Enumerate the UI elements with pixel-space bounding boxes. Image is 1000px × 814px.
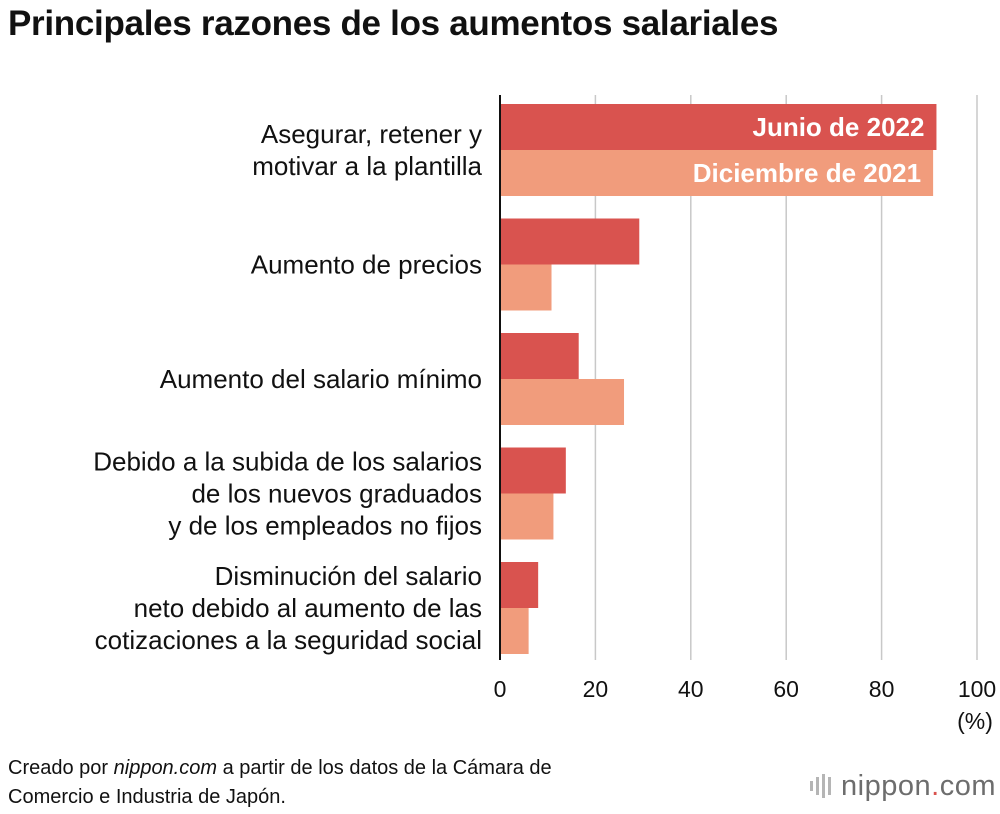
x-tick-label: 0 (494, 676, 507, 702)
bar (500, 218, 640, 265)
bar (500, 264, 552, 311)
logo-dot: . (931, 770, 940, 802)
bar (500, 447, 566, 494)
bar (500, 562, 539, 608)
category-label: motivar a la plantilla (252, 151, 482, 181)
x-tick-label: 100 (958, 676, 996, 702)
bar (500, 493, 554, 540)
logo-name: nippon (841, 770, 932, 802)
bar (500, 104, 937, 150)
x-tick-labels: 0 20 40 60 80 100 (%) (494, 676, 997, 734)
category-label: cotizaciones a la seguridad social (95, 625, 482, 655)
bar (500, 333, 579, 379)
x-tick-label: 80 (869, 676, 895, 702)
nippon-logo: nippon.com (809, 770, 996, 803)
category-label: Disminución del salario (215, 561, 482, 591)
category-label: Aumento de precios (251, 250, 482, 280)
x-tick-label: 40 (678, 676, 704, 702)
category-label: Aumento del salario mínimo (160, 364, 482, 394)
logo-tld: com (939, 770, 996, 802)
chart-title: Principales razones de los aumentos sala… (8, 4, 779, 43)
category-label: Asegurar, retener y (261, 119, 482, 149)
source-note: Creado por nippon.com a partir de los da… (8, 754, 552, 812)
source-suffix: a partir de los datos de la Cámara de (217, 757, 552, 779)
category-label: y de los empleados no fijos (168, 511, 482, 541)
source-site: nippon.com (113, 757, 218, 779)
series-label: Junio de 2022 (752, 112, 924, 142)
logo-mark-icon (810, 774, 832, 798)
x-tick-label: 20 (583, 676, 609, 702)
category-label: Debido a la subida de los salarios (93, 447, 482, 477)
series-label: Diciembre de 2021 (693, 158, 921, 188)
x-axis-unit: (%) (957, 708, 993, 734)
bar (500, 379, 625, 425)
bar (500, 608, 529, 654)
bars (500, 104, 937, 654)
category-label: neto debido al aumento de las (134, 593, 482, 623)
x-tick-label: 60 (773, 676, 799, 702)
category-label: de los nuevos graduados (191, 479, 482, 509)
legend-labels: Junio de 2022 Diciembre de 2021 (693, 112, 925, 188)
source-prefix: Creado por (8, 757, 114, 779)
source-line2: Comercio e Industria de Japón. (8, 786, 286, 808)
bar (500, 150, 934, 196)
